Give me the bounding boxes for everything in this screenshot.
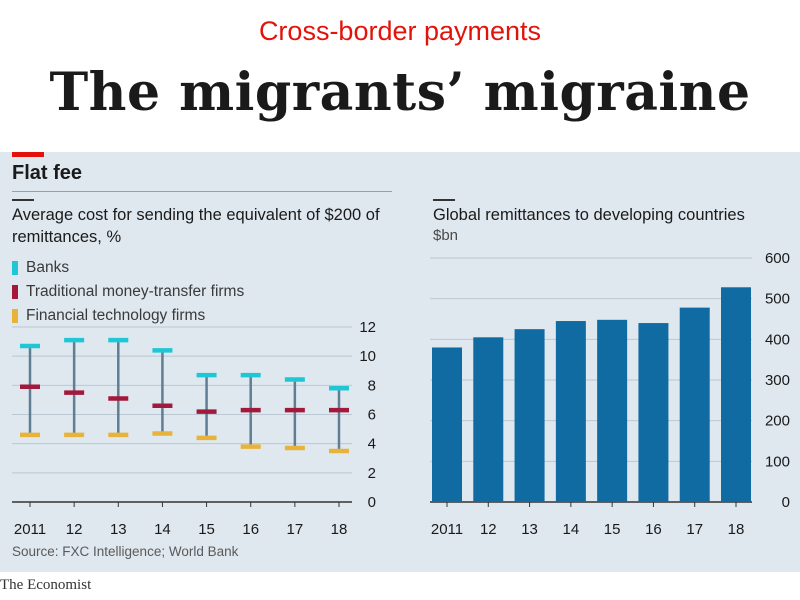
kicker: Cross-border payments	[258, 16, 542, 46]
remittance-bar	[432, 347, 462, 502]
right-x-tick-label: 17	[686, 521, 703, 538]
left-x-tick-label: 18	[331, 521, 348, 538]
legend-label-traditional: Traditional money-transfer firms	[26, 283, 245, 300]
left-y-tick-label: 2	[368, 465, 376, 482]
legend-label-fintech: Financial technology firms	[26, 307, 206, 324]
right-y-tick-label: 600	[765, 250, 790, 267]
legend: Banks Traditional money-transfer firms F…	[12, 256, 244, 328]
brand-footer: The Economist	[0, 577, 92, 593]
right-y-tick-label: 0	[782, 494, 790, 511]
remittance-bar	[638, 323, 669, 502]
left-y-tick-label: 6	[368, 407, 376, 424]
right-x-tick-label: 18	[728, 521, 745, 538]
right-y-tick-label: 200	[765, 413, 790, 430]
right-y-tick-label: 500	[765, 291, 790, 308]
left-x-tick-label: 17	[287, 521, 304, 538]
legend-item-traditional: Traditional money-transfer firms	[12, 280, 244, 304]
right-x-tick-label: 16	[645, 521, 662, 538]
remittance-bar	[679, 307, 710, 502]
panel-title: Flat fee	[12, 162, 83, 184]
right-y-tick-label: 100	[765, 453, 790, 470]
legend-swatch-banks	[12, 261, 18, 275]
left-x-tick-label: 14	[154, 521, 171, 538]
remittance-bar	[721, 287, 751, 502]
remittance-bar	[514, 329, 545, 502]
right-x-tick-label: 15	[604, 521, 621, 538]
right-title-marker	[433, 199, 455, 201]
left-chart-title: Average cost for sending the equivalent …	[12, 206, 380, 246]
left-title-marker	[12, 199, 34, 201]
right-chart-unit: $bn	[433, 227, 459, 244]
left-x-tick-label: 12	[66, 521, 83, 538]
left-x-tick-label: 15	[198, 521, 215, 538]
right-x-tick-label: 14	[563, 521, 580, 538]
panel-rule	[12, 191, 392, 192]
left-y-tick-label: 4	[368, 436, 376, 453]
red-accent-tag	[12, 152, 44, 157]
right-chart-title: Global remittances to developing countri…	[433, 206, 745, 224]
right-x-tick-label: 12	[480, 521, 497, 538]
left-y-tick-label: 0	[368, 494, 376, 511]
remittance-bar	[597, 319, 628, 502]
right-y-tick-label: 300	[765, 372, 790, 389]
left-y-tick-label: 10	[359, 348, 376, 365]
remittance-bar	[473, 337, 504, 502]
source-note: Source: FXC Intelligence; World Bank	[12, 544, 239, 559]
legend-swatch-traditional	[12, 285, 18, 299]
legend-item-fintech: Financial technology firms	[12, 304, 244, 328]
legend-swatch-fintech	[12, 309, 18, 323]
left-x-tick-label: 13	[110, 521, 127, 538]
left-x-tick-label: 16	[242, 521, 259, 538]
left-y-tick-label: 8	[368, 377, 376, 394]
right-y-tick-label: 400	[765, 331, 790, 348]
legend-label-banks: Banks	[26, 259, 70, 276]
right-x-tick-label: 13	[521, 521, 538, 538]
left-x-tick-label: 2011	[14, 521, 46, 538]
legend-item-banks: Banks	[12, 256, 244, 280]
remittance-bar	[555, 321, 586, 502]
headline: The migrants’ migraine	[49, 62, 751, 123]
right-x-tick-label: 2011	[431, 521, 463, 538]
left-y-tick-label: 12	[359, 319, 376, 336]
